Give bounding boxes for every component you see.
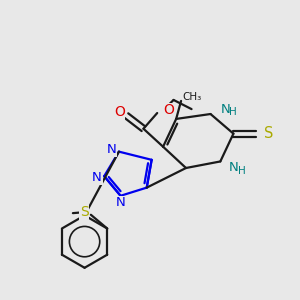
Text: H: H (238, 166, 245, 176)
Text: N: N (229, 161, 238, 175)
Text: N: N (107, 143, 117, 157)
Text: N: N (116, 196, 125, 209)
Text: H: H (230, 107, 237, 117)
Text: N: N (92, 171, 102, 184)
Text: CH₃: CH₃ (183, 92, 202, 102)
Text: N: N (220, 103, 230, 116)
Text: O: O (163, 103, 174, 117)
Text: O: O (114, 105, 125, 119)
Text: S: S (263, 126, 273, 141)
Text: S: S (80, 205, 89, 219)
